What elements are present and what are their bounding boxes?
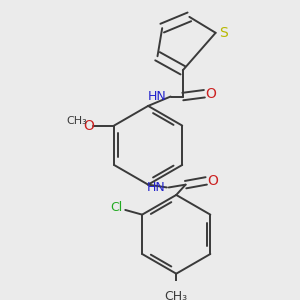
Text: S: S bbox=[219, 26, 227, 40]
Text: CH₃: CH₃ bbox=[165, 290, 188, 300]
Text: CH₃: CH₃ bbox=[66, 116, 87, 126]
Text: O: O bbox=[83, 118, 94, 133]
Text: HN: HN bbox=[148, 90, 167, 103]
Text: O: O bbox=[207, 174, 218, 188]
Text: HN: HN bbox=[147, 181, 166, 194]
Text: O: O bbox=[206, 87, 216, 101]
Text: Cl: Cl bbox=[110, 201, 122, 214]
